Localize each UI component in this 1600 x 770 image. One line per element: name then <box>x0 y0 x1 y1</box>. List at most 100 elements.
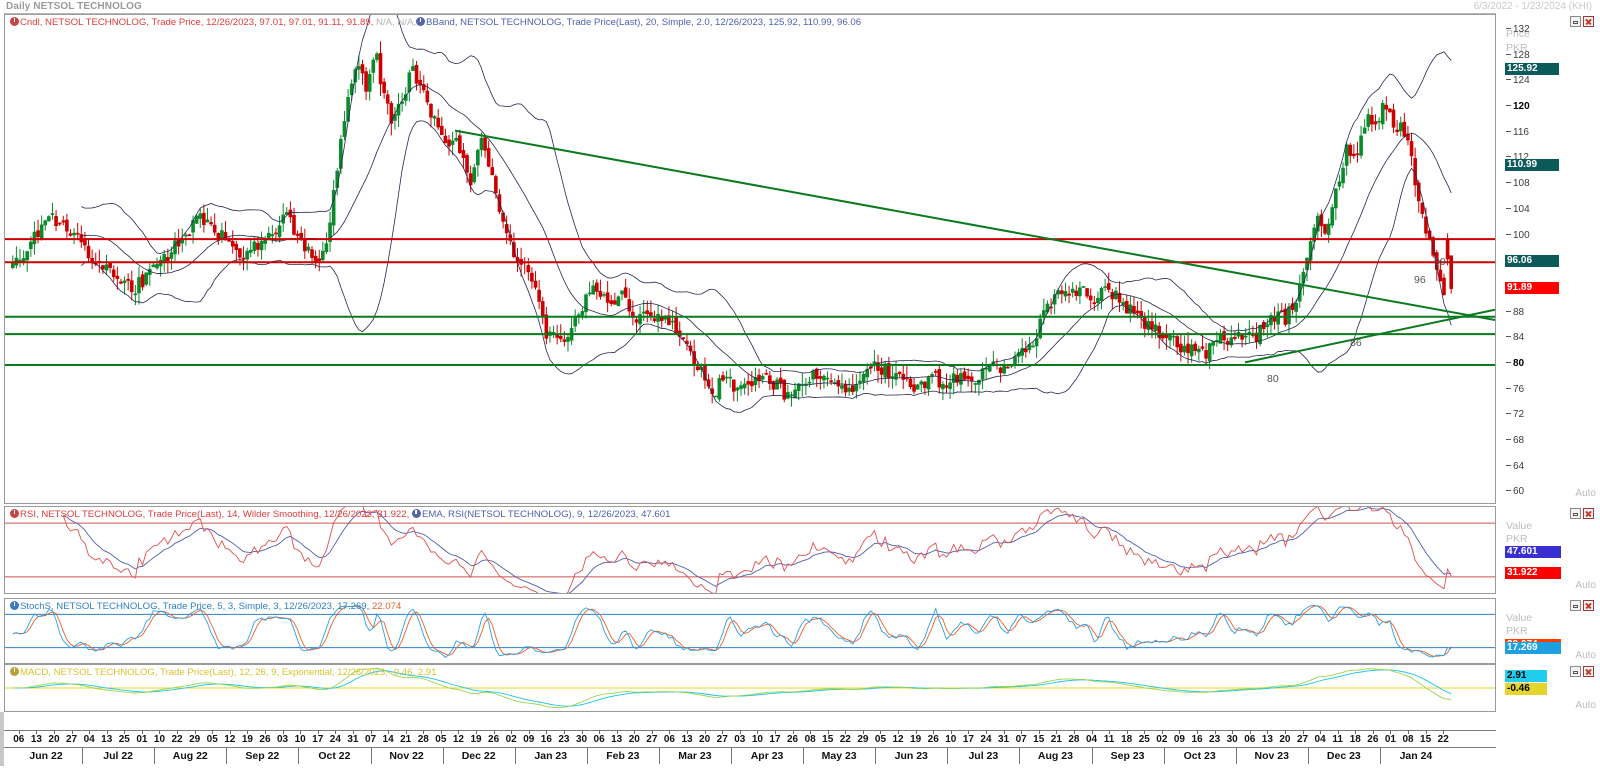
close-icon[interactable] <box>1583 508 1594 519</box>
x-axis-day-label: 06 <box>13 734 25 745</box>
x-axis-tick <box>1425 730 1427 734</box>
x-axis-month-label: Jun 22 <box>29 750 63 762</box>
rsi-chart-panel[interactable]: RSI, NETSOL TECHNOLOG, Trade Price(Last)… <box>4 506 1496 594</box>
rsi-axis[interactable]: Value PKR Auto 47.601 31.922 <box>1496 506 1600 594</box>
x-axis-month-label: Aug 23 <box>1037 750 1073 762</box>
minimize-icon[interactable] <box>1570 600 1581 611</box>
x-axis-day-label: 15 <box>1033 734 1045 745</box>
rsi-axis-auto-label[interactable]: Auto <box>1575 580 1596 591</box>
minimize-icon[interactable] <box>1570 508 1581 519</box>
x-axis-tick <box>476 730 477 734</box>
x-axis-day-label: 04 <box>1085 734 1098 745</box>
x-axis-tick <box>264 730 266 734</box>
bband-lower-pill[interactable]: 96.06 <box>1505 254 1559 267</box>
x-axis-day-label: 15 <box>822 734 834 745</box>
stochastic-chart-panel[interactable]: StochS, NETSOL TECHNOLOG, Trade Price, 5… <box>4 598 1496 664</box>
x-axis-tick <box>317 730 319 734</box>
annotation-96: 96 <box>1414 274 1426 286</box>
close-icon[interactable] <box>1583 16 1594 27</box>
legend-cndl[interactable]: Cndl, NETSOL TECHNOLOG, Trade Price, 12/… <box>10 17 373 28</box>
x-axis-tick <box>599 730 601 734</box>
x-axis-tick <box>933 730 935 734</box>
x-axis-tick <box>1372 730 1374 734</box>
legend-rsi[interactable]: RSI, NETSOL TECHNOLOG, Trade Price(Last)… <box>10 509 409 520</box>
x-axis-day-label: 02 <box>1156 734 1168 745</box>
x-axis-month-label: Feb 23 <box>606 750 640 762</box>
horizontal-scrollbar[interactable] <box>0 712 4 766</box>
x-axis-tick <box>282 730 284 734</box>
x-axis-day-label: 13 <box>611 734 623 745</box>
minimize-icon[interactable] <box>1570 16 1581 27</box>
macd-axis-auto-label[interactable]: Auto <box>1575 700 1596 711</box>
x-axis-day-label: 19 <box>241 734 253 745</box>
x-axis[interactable]: 06 13 20 27 04 13 25 01 10 22 29 05 12 19 26 03 10 17 24 31… <box>4 712 1496 766</box>
last-price-pill[interactable]: 91.89 <box>1505 281 1559 294</box>
macd-panel-window-buttons[interactable] <box>1570 666 1594 677</box>
price-tick-100: 100 <box>1506 230 1530 241</box>
bband-upper-pill[interactable]: 125.92 <box>1505 63 1559 76</box>
macd-signal-pill[interactable]: 2.91 <box>1505 670 1547 682</box>
legend-stochs[interactable]: StochS, NETSOL TECHNOLOG, Trade Price, 5… <box>10 601 369 612</box>
stoch-panel-window-buttons[interactable] <box>1570 600 1594 611</box>
x-axis-tick <box>458 730 460 734</box>
x-axis-month-separator <box>947 748 949 764</box>
price-chart-panel[interactable]: Cndl, NETSOL TECHNOLOG, Trade Price, 12/… <box>4 14 1496 504</box>
x-axis-tick <box>124 730 126 734</box>
rsi-ema-pill[interactable]: 47.601 <box>1505 546 1561 559</box>
legend-rsi-ema[interactable]: EMA, RSI(NETSOL TECHNOLOG), 9, 12/26/202… <box>411 509 670 520</box>
x-axis-day-label: 05 <box>206 734 218 745</box>
x-axis-tick <box>1214 730 1216 734</box>
x-axis-month-label: Sep 23 <box>1110 750 1145 762</box>
x-axis-day-label: 30 <box>1226 734 1238 745</box>
legend-macd[interactable]: MACD, NETSOL TECHNOLOG, Trade Price(Last… <box>10 667 436 678</box>
macd-chart-panel[interactable]: MACD, NETSOL TECHNOLOG, Trade Price(Last… <box>4 664 1496 712</box>
stoch-k-pill[interactable]: 17.269 <box>1505 642 1561 655</box>
macd-plot[interactable] <box>5 665 1495 711</box>
x-axis-day-label: 20 <box>699 734 711 745</box>
legend-bband[interactable]: BBand, NETSOL TECHNOLOG, Trade Price(Las… <box>416 17 861 28</box>
x-axis-tick <box>1408 730 1410 734</box>
macd-panel-legend: MACD, NETSOL TECHNOLOG, Trade Price(Last… <box>10 667 436 679</box>
x-axis-tick <box>1284 730 1286 734</box>
x-axis-tick <box>18 730 20 734</box>
price-plot[interactable] <box>5 15 1495 503</box>
x-axis-tick <box>352 730 354 734</box>
stoch-axis-auto-label[interactable]: Auto <box>1575 650 1596 661</box>
x-axis-day-label: 12 <box>224 734 236 745</box>
stochastic-plot[interactable] <box>5 599 1495 663</box>
price-axis-auto-label[interactable]: Auto <box>1575 488 1596 499</box>
price-tick-64: 64 <box>1506 461 1524 472</box>
x-axis-tick <box>229 730 231 734</box>
x-axis-month-separator <box>1235 748 1237 764</box>
x-axis-tick <box>36 730 38 734</box>
x-axis-tick <box>106 730 108 734</box>
close-icon[interactable] <box>1583 666 1594 677</box>
legend-stoch-d: 22.074 <box>371 601 402 612</box>
x-axis-month-separator <box>1379 748 1381 764</box>
x-axis-month-label: Aug 22 <box>172 750 208 762</box>
x-axis-day-label: 22 <box>171 734 183 745</box>
x-axis-tick <box>335 730 337 734</box>
x-axis-day-label: 08 <box>804 734 816 745</box>
x-axis-day-label: 20 <box>48 734 60 745</box>
price-axis-title: Price <box>1506 28 1530 40</box>
price-panel-legend: Cndl, NETSOL TECHNOLOG, Trade Price, 12/… <box>10 17 861 29</box>
stoch-axis-currency: PKR <box>1506 625 1528 637</box>
x-axis-month-separator <box>1019 748 1021 764</box>
close-icon[interactable] <box>1583 600 1594 611</box>
price-panel-window-buttons[interactable] <box>1570 16 1594 27</box>
rsi-panel-window-buttons[interactable] <box>1570 508 1594 519</box>
stochastic-axis[interactable]: Value PKR Auto 22.07417.269 <box>1496 598 1600 664</box>
price-axis[interactable]: Price PKR Auto 132 128 124 120 116 112 108 104 1… <box>1496 14 1600 504</box>
minimize-icon[interactable] <box>1570 666 1581 677</box>
x-axis-tick <box>1337 730 1339 734</box>
rsi-plot[interactable] <box>5 507 1495 593</box>
rsi-pill[interactable]: 31.922 <box>1505 567 1561 580</box>
bband-mid-pill[interactable]: 110.99 <box>1505 158 1559 171</box>
x-axis-day-label: 23 <box>1209 734 1221 745</box>
x-axis-day-label: 24 <box>329 734 341 745</box>
macd-line-pill[interactable]: -0.46 <box>1505 683 1547 696</box>
rsi-axis-currency: PKR <box>1506 533 1528 545</box>
x-axis-tick <box>71 730 73 734</box>
macd-axis[interactable]: Value Auto 2.91 -0.46 <box>1496 664 1600 712</box>
